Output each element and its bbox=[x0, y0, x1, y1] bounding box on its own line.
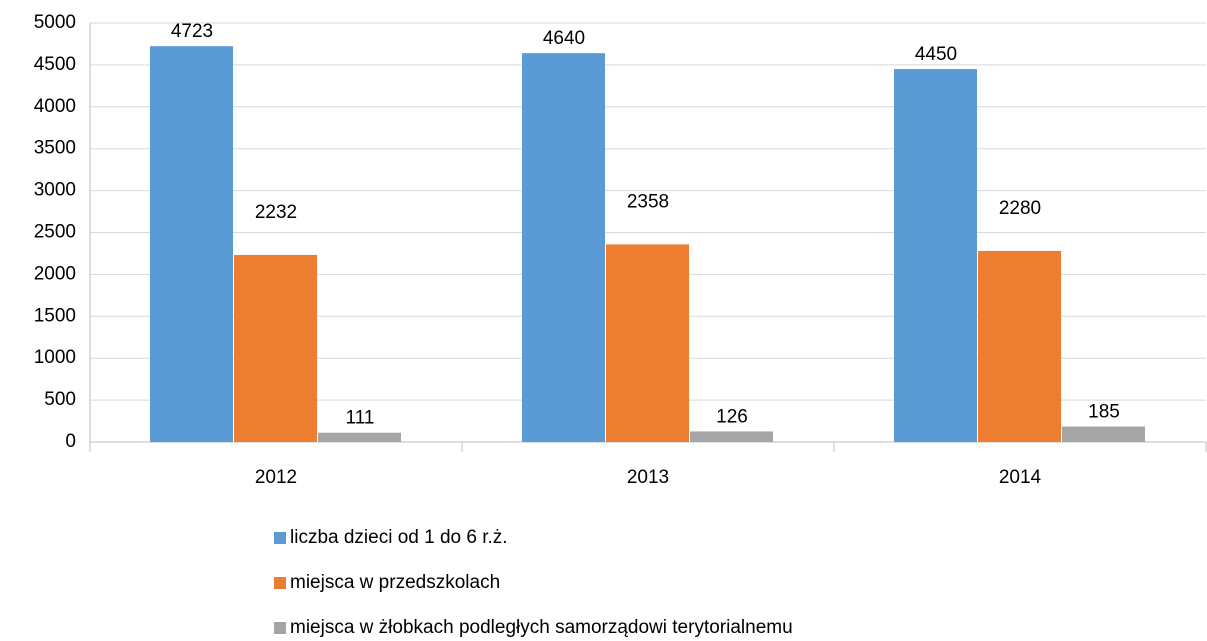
y-tick-label: 4500 bbox=[34, 54, 76, 75]
y-tick-label: 5000 bbox=[34, 12, 76, 33]
data-label: 4450 bbox=[915, 44, 957, 65]
legend-label: miejsca w przedszkolach bbox=[290, 572, 500, 593]
data-label: 2358 bbox=[627, 191, 669, 212]
bar bbox=[978, 250, 1061, 442]
y-tick-label: 3000 bbox=[34, 180, 76, 201]
data-label: 185 bbox=[1088, 402, 1120, 423]
y-tick-label: 2000 bbox=[34, 263, 76, 284]
x-tick-label: 2013 bbox=[627, 467, 669, 488]
legend-label: liczba dzieci od 1 do 6 r.ż. bbox=[290, 527, 508, 548]
bar bbox=[234, 254, 317, 442]
data-label: 126 bbox=[716, 406, 748, 427]
y-tick-label: 1500 bbox=[34, 305, 76, 326]
bar bbox=[690, 431, 773, 442]
bar bbox=[894, 69, 977, 442]
legend-swatch bbox=[274, 532, 286, 544]
y-tick-label: 1000 bbox=[34, 347, 76, 368]
bar bbox=[150, 46, 233, 443]
y-tick-label: 0 bbox=[65, 431, 76, 452]
y-tick-label: 4000 bbox=[34, 96, 76, 117]
y-tick-label: 2500 bbox=[34, 222, 76, 243]
bar bbox=[1062, 426, 1145, 442]
bar bbox=[522, 53, 605, 442]
data-label: 2280 bbox=[999, 198, 1041, 219]
data-label: 111 bbox=[346, 408, 375, 429]
x-tick-label: 2014 bbox=[999, 467, 1042, 488]
legend-label: miejsca w żłobkach podległych samorządow… bbox=[290, 617, 793, 638]
data-label: 4640 bbox=[543, 28, 585, 49]
legend-swatch bbox=[274, 577, 286, 589]
y-tick-label: 3500 bbox=[34, 138, 76, 159]
data-label: 2232 bbox=[255, 202, 297, 223]
bar bbox=[318, 432, 401, 442]
x-tick-label: 2012 bbox=[255, 467, 297, 488]
data-label: 4723 bbox=[171, 21, 213, 42]
bar bbox=[606, 244, 689, 442]
legend-swatch bbox=[274, 622, 286, 634]
y-tick-label: 500 bbox=[44, 389, 76, 410]
